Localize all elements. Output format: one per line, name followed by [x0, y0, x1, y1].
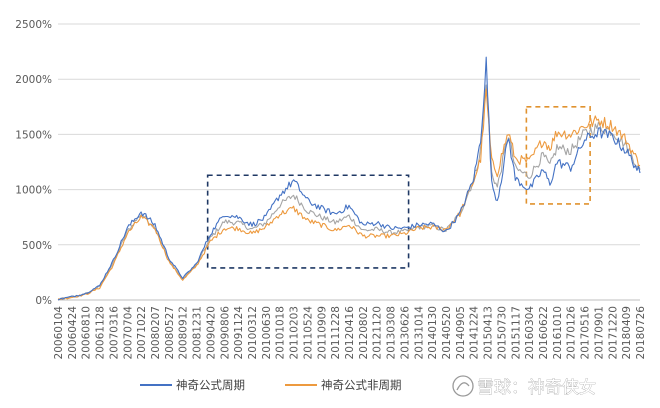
x-tick-label: 20071022	[136, 306, 148, 359]
y-tick-label: 2500%	[15, 19, 52, 31]
legend-item-cyclical-label: 神奇公式周期	[176, 378, 245, 392]
x-tick-label: 20111228	[330, 306, 342, 359]
orange-dashed-box	[525, 106, 591, 205]
x-tick-label: 20100312	[247, 306, 259, 359]
x-tick-label: 20161010	[552, 306, 564, 359]
x-tick-label: 20110203	[289, 306, 301, 359]
x-tick-label: 20140520	[441, 306, 453, 359]
series-line-0	[57, 56, 641, 301]
x-tick-label: 20061128	[95, 306, 107, 359]
dark-dashed-box	[206, 174, 410, 269]
x-tick-label: 20141224	[469, 306, 481, 360]
x-tick-label: 20140130	[427, 306, 439, 359]
x-tick-label: 20170516	[580, 306, 592, 360]
x-tick-label: 20110524	[302, 306, 314, 360]
gridlines	[58, 23, 640, 301]
x-tick-label: 20170126	[566, 306, 578, 360]
x-tick-label: 20060810	[81, 306, 93, 359]
x-tick-label: 20131014	[413, 306, 425, 360]
x-tick-label: 20140905	[455, 306, 467, 359]
x-tick-label: 20080527	[164, 306, 176, 359]
legend: 神奇公式周期 神奇公式非周期	[140, 378, 402, 392]
x-tick-label: 20080912	[178, 306, 190, 359]
watermark: 雪球：神奇侠女	[452, 375, 596, 398]
x-tick-label: 20150730	[496, 306, 508, 359]
x-tick-label: 20101018	[275, 306, 287, 359]
x-tick-label: 20080207	[150, 306, 162, 359]
x-tick-label: 20110909	[316, 306, 328, 359]
snowball-logo-icon	[452, 375, 474, 397]
y-tick-label: 500%	[22, 240, 52, 252]
x-tick-label: 20150413	[483, 306, 495, 359]
x-tick-label: 20070704	[122, 306, 134, 360]
highlight-boxes	[206, 106, 591, 269]
x-tick-label: 20180409	[621, 306, 633, 359]
x-tick-label: 20151117	[510, 306, 522, 359]
x-tick-label: 20091124	[233, 306, 245, 360]
series-line-1	[58, 88, 641, 301]
x-tick-label: 20160622	[538, 306, 550, 359]
x-tick-label: 20130308	[386, 306, 398, 359]
x-tick-label: 20121120	[372, 306, 384, 359]
y-tick-label: 1000%	[15, 185, 52, 197]
axes: 0% 500% 1000% 1500% 2000% 2500% 20060104 200604…	[15, 19, 647, 359]
x-tick-label: 20081231	[192, 306, 204, 359]
x-tick-label: 20070316	[108, 306, 120, 360]
x-tick-label: 20171220	[607, 306, 619, 359]
y-tick-label: 2000%	[15, 74, 52, 86]
y-tick-label: 1500%	[15, 129, 52, 141]
legend-item-noncyclical-label: 神奇公式非周期	[321, 378, 402, 392]
x-tick-label: 20170901	[593, 306, 605, 359]
x-tick-label: 20060104	[53, 306, 65, 360]
x-tick-label: 20100630	[261, 306, 273, 359]
x-tick-label: 20120802	[358, 306, 370, 359]
x-tick-label: 20090806	[219, 306, 231, 360]
series-lines	[57, 56, 641, 301]
watermark-text: 雪球：神奇侠女	[477, 378, 596, 398]
x-tick-label: 20090420	[205, 306, 217, 359]
x-tick-label: 20160304	[524, 306, 536, 360]
x-tick-label: 20130626	[399, 306, 411, 360]
x-tick-label: 20060424	[67, 306, 79, 360]
x-tick-label: 20120416	[344, 306, 356, 360]
x-tick-label: 20180726	[635, 306, 647, 360]
y-tick-label: 0%	[35, 295, 52, 307]
